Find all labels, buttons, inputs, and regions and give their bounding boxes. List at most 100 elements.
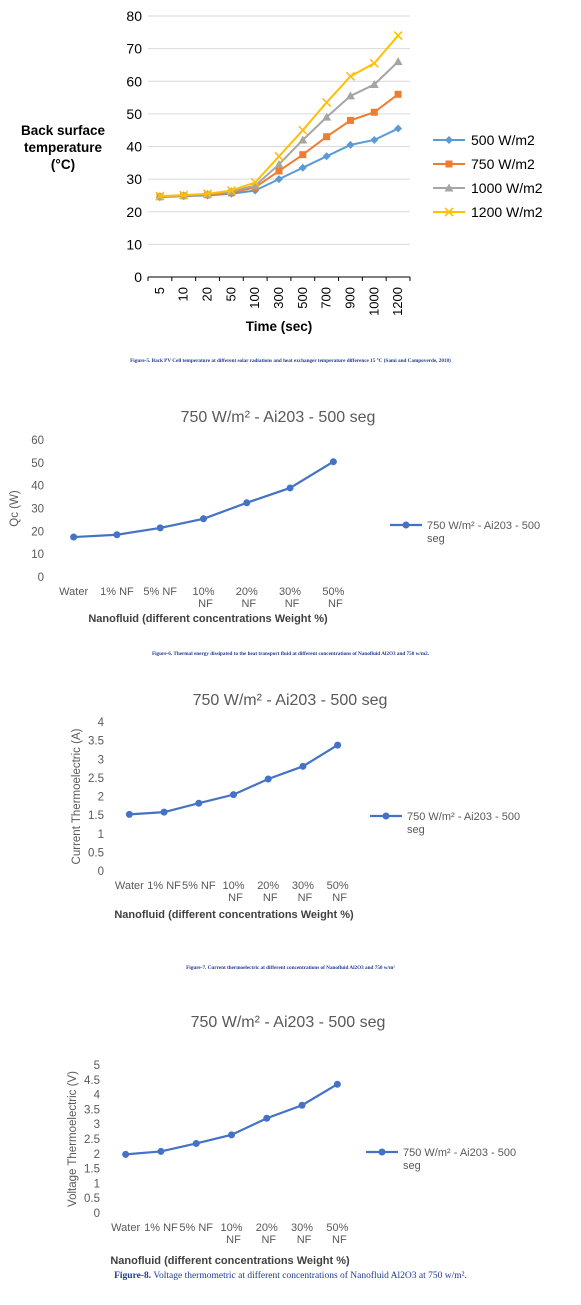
x-tick-label-6-a: 50% bbox=[326, 1222, 348, 1234]
series-line-0 bbox=[125, 1083, 338, 1156]
y-tick-label-6: 60 bbox=[126, 73, 142, 89]
y-tick-label-5: 2.5 bbox=[88, 773, 104, 785]
chart-1-container: 0 10 20 30 40 50 60 70 80 5 10 20 50 100 300 500 700 900 1… bbox=[0, 0, 581, 345]
series-2-point-10 bbox=[393, 57, 403, 66]
series-0-point-5 bbox=[299, 762, 307, 770]
x-tick-label-5-b: NF bbox=[298, 892, 313, 904]
series-0-point-6 bbox=[329, 458, 337, 466]
x-tick-label-10: 1200 bbox=[390, 287, 405, 316]
x-tick-label-6-b: NF bbox=[332, 892, 347, 904]
x-axis-label: Nanofluid (different concentrations Weig… bbox=[114, 909, 354, 921]
x-tick-label-8: 900 bbox=[342, 287, 357, 309]
series-0-point-9 bbox=[370, 135, 379, 144]
y-tick-label-1: 10 bbox=[126, 236, 142, 252]
y-tick-label-10: 5 bbox=[94, 1060, 100, 1072]
x-tick-label-6-b: NF bbox=[328, 598, 343, 610]
legend-marker-3 bbox=[444, 207, 454, 217]
series-0-point-5 bbox=[286, 484, 294, 492]
legend-marker-1 bbox=[445, 160, 453, 168]
x-tick-label-1: 1% NF bbox=[144, 1222, 178, 1234]
series-1-point-9 bbox=[370, 108, 378, 116]
legend-label-3: 1200 W/m2 bbox=[471, 204, 543, 220]
series-0-point-3 bbox=[200, 515, 207, 523]
y-tick-label-2: 20 bbox=[31, 526, 44, 538]
x-tick-label-5: 300 bbox=[271, 287, 286, 309]
series-0-point-6 bbox=[333, 1080, 341, 1088]
series-1-point-6 bbox=[299, 151, 307, 159]
y-tick-label-4: 2 bbox=[98, 792, 104, 804]
series-0-point-0 bbox=[122, 1150, 130, 1158]
y-axis-label: Current Thermoelectric (A) bbox=[71, 728, 83, 864]
x-tick-label-4-b: NF bbox=[263, 892, 278, 904]
x-tick-label-6-a: 50% bbox=[322, 586, 344, 598]
y-tick-label-4: 40 bbox=[31, 481, 44, 493]
y-tick-label-2: 20 bbox=[126, 204, 142, 220]
x-tick-label-2: 5% NF bbox=[179, 1222, 213, 1234]
y-tick-label-0: 0 bbox=[134, 269, 142, 285]
y-tick-label-8: 4 bbox=[94, 1090, 101, 1102]
chart-3-current: 750 W/m² - Ai203 - 500 seg 0 0.5 1 1.5 2 2.5 3 3… bbox=[71, 692, 520, 921]
figure-7-caption: Figure-7. Current thermoelectric at diff… bbox=[0, 965, 581, 971]
y-axis-label: Qc (W) bbox=[9, 490, 21, 527]
x-tick-label-1: 10 bbox=[176, 287, 191, 301]
y-tick-label-6: 60 bbox=[31, 435, 44, 447]
figure-5-text: Back PV Cell temperature at different so… bbox=[151, 358, 451, 364]
series-2-point-4 bbox=[250, 181, 260, 190]
legend-marker-2 bbox=[444, 183, 454, 192]
x-tick-label-5-a: 30% bbox=[279, 586, 301, 598]
x-tick-label-0: Water bbox=[59, 586, 88, 598]
x-tick-label-5-b: NF bbox=[285, 598, 300, 610]
x-tick-label-1: 1% NF bbox=[147, 880, 181, 892]
x-axis-label: Nanofluid (different concentrations Weig… bbox=[88, 613, 328, 625]
x-tick-label-2: 5% NF bbox=[182, 880, 216, 892]
legend-label-2: 1000 W/m2 bbox=[471, 180, 543, 196]
series-0-point-1 bbox=[113, 531, 121, 539]
legend-marker bbox=[382, 812, 390, 820]
series-0-point-6 bbox=[334, 741, 342, 749]
x-tick-label-4-a: 20% bbox=[256, 1222, 278, 1234]
legend-label-line-1: 750 W/m² - Ai203 - 500 bbox=[403, 1147, 516, 1159]
y-tick-label-2: 1 bbox=[98, 829, 104, 841]
figure-6-caption: Figure-6. Thermal energy dissipated to t… bbox=[0, 651, 581, 657]
figure-8-text: Voltage thermometric at different concen… bbox=[153, 1271, 467, 1281]
series-0-point-3 bbox=[228, 1131, 235, 1139]
series-0-point-5 bbox=[275, 175, 283, 184]
series-1-point-8 bbox=[346, 116, 354, 124]
series-3-point-8 bbox=[345, 71, 356, 81]
chart-title: 750 W/m² - Ai203 - 500 seg bbox=[193, 692, 388, 709]
series-3-point-1 bbox=[179, 190, 189, 200]
series-1-point-7 bbox=[323, 133, 331, 141]
x-tick-label-3-b: NF bbox=[198, 598, 213, 610]
x-tick-label-3-a: 10% bbox=[222, 880, 244, 892]
series-1-point-5 bbox=[275, 167, 283, 175]
x-tick-label-5-a: 30% bbox=[291, 1222, 313, 1234]
series-0-point-1 bbox=[160, 808, 168, 816]
y-tick-label-4: 2 bbox=[94, 1149, 100, 1161]
y-axis-label-line-2: (°C) bbox=[51, 157, 75, 172]
x-tick-label-2: 20 bbox=[200, 287, 215, 301]
legend-marker bbox=[402, 521, 410, 529]
x-tick-label-9: 1000 bbox=[366, 287, 381, 316]
figure-8-caption: Figure-8. Voltage thermometric at differ… bbox=[0, 1271, 581, 1281]
x-tick-label-4: 100 bbox=[247, 287, 262, 309]
x-tick-label-1: 1% NF bbox=[100, 586, 134, 598]
series-3-point-7 bbox=[322, 97, 332, 108]
series-3-point-4 bbox=[250, 177, 260, 187]
series-3-point-2 bbox=[202, 189, 213, 199]
x-tick-label-0: Water bbox=[115, 880, 144, 892]
series-2-point-5 bbox=[274, 159, 284, 168]
x-tick-label-6-b: NF bbox=[332, 1234, 347, 1246]
y-tick-label-7: 3.5 bbox=[88, 736, 104, 748]
legend-label-line-2: seg bbox=[407, 824, 425, 836]
series-3-point-10 bbox=[393, 31, 403, 41]
legend-label-0: 500 W/m2 bbox=[471, 132, 535, 148]
y-tick-label-3: 1.5 bbox=[84, 1164, 100, 1176]
x-tick-label-3: 50 bbox=[223, 287, 238, 301]
y-tick-label-3: 30 bbox=[31, 504, 44, 516]
series-0-point-2 bbox=[195, 799, 203, 807]
y-tick-label-6: 3 bbox=[98, 754, 104, 766]
series-3-point-3 bbox=[226, 185, 236, 196]
series-0-point-0 bbox=[125, 810, 133, 818]
chart-4-container: 750 W/m² - Ai203 - 500 seg 0 0.5 1 1.5 2 2.5 3 3… bbox=[0, 1000, 581, 1270]
chart-2-qc: 750 W/m² - Ai203 - 500 seg 0 10 20 30 40 50 60 W… bbox=[9, 409, 540, 625]
